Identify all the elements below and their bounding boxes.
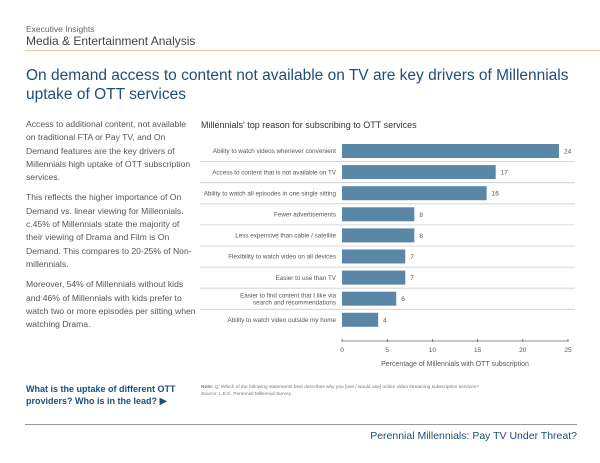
header-divider xyxy=(25,50,600,51)
data-label: 16 xyxy=(492,191,500,198)
category-label: Easier to use than TV xyxy=(276,275,337,282)
paragraph: This reflects the higher importance of O… xyxy=(26,192,192,269)
x-tick-label: 5 xyxy=(385,347,389,354)
x-tick-label: 25 xyxy=(564,347,572,354)
header-section: Media & Entertainment Analysis xyxy=(26,34,196,48)
data-label: 6 xyxy=(401,296,405,303)
data-label: 4 xyxy=(383,317,387,324)
data-label: 8 xyxy=(419,233,423,240)
chart-note: Note: Q: Which of the following statemen… xyxy=(201,384,581,398)
bar xyxy=(342,207,415,222)
chart-title: Millennials' top reason for subscribing … xyxy=(201,120,417,130)
x-tick-label: 0 xyxy=(340,347,344,354)
category-label: Ability to watch video outside my home xyxy=(228,317,337,324)
note-label: Note: xyxy=(201,385,214,390)
category-label: Flexibility to watch video on all device… xyxy=(228,254,336,261)
category-label: Access to content that is not available … xyxy=(212,169,337,176)
source-text: Source: L.E.K. Perennial Millennial Surv… xyxy=(201,392,292,397)
bar xyxy=(342,291,397,306)
note-text: Q: Which of the following statements bes… xyxy=(214,385,479,390)
x-tick-label: 15 xyxy=(474,347,482,354)
bar-chart: Ability to watch videos whenever conveni… xyxy=(200,144,575,368)
body-text: Access to additional content, not availa… xyxy=(26,118,196,338)
play-arrow-icon: ▶ xyxy=(159,396,168,407)
category-label: Ability to watch videos whenever conveni… xyxy=(213,148,336,155)
data-label: 24 xyxy=(564,149,572,156)
page-title: On demand access to content not availabl… xyxy=(26,67,569,103)
x-tick-label: 10 xyxy=(429,347,437,354)
data-label: 17 xyxy=(501,170,509,177)
header-kicker: Executive Insights xyxy=(26,24,95,34)
bar xyxy=(342,249,406,264)
data-label: 7 xyxy=(410,275,414,282)
category-label: Ability to watch all episodes in one sin… xyxy=(204,190,337,197)
bar xyxy=(342,144,559,158)
category-label: search and recommendations xyxy=(253,300,336,307)
bar xyxy=(342,228,415,243)
cta-text: What is the uptake of different OTT prov… xyxy=(26,384,176,406)
paragraph: Access to additional content, not availa… xyxy=(26,119,191,183)
bar xyxy=(342,186,487,201)
bar xyxy=(342,270,406,285)
category-label: Less expensive than cable / satellite xyxy=(235,233,336,240)
category-label: Easier to find content that I like via xyxy=(240,292,336,299)
data-label: 7 xyxy=(410,254,414,261)
category-label: Fewer advertisements xyxy=(274,212,336,219)
x-axis-title: Percentage of Millennials with OTT subsc… xyxy=(381,361,529,368)
bar xyxy=(342,165,496,180)
footer-title: Perennial Millennials: Pay TV Under Thre… xyxy=(370,430,577,442)
bar xyxy=(342,312,379,327)
paragraph: Moreover, 54% of Millennials without kid… xyxy=(26,279,196,330)
next-question-link[interactable]: What is the uptake of different OTT prov… xyxy=(26,383,191,408)
footer-divider xyxy=(25,424,577,425)
data-label: 8 xyxy=(419,212,423,219)
x-tick-label: 20 xyxy=(519,347,527,354)
